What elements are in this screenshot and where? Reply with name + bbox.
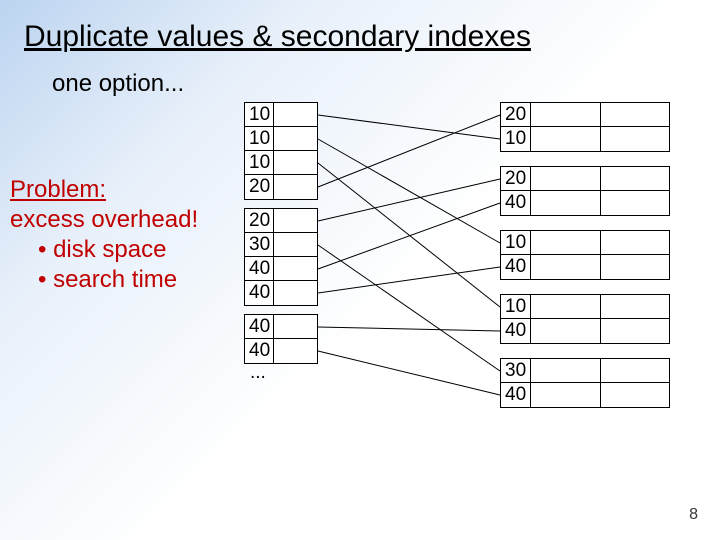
data-row: 40 — [501, 255, 669, 279]
index-cell: 30 — [245, 233, 317, 257]
data-field-1 — [531, 359, 601, 382]
connector-line — [318, 245, 500, 371]
data-key: 40 — [501, 383, 531, 407]
data-field-2 — [601, 103, 669, 126]
index-cell: 40 — [245, 281, 317, 305]
data-block: 1040 — [500, 230, 670, 280]
index-key: 40 — [249, 281, 275, 305]
data-row: 10 — [501, 295, 669, 319]
index-cell: 40 — [245, 257, 317, 281]
data-row: 20 — [501, 103, 669, 127]
data-field-2 — [601, 167, 669, 190]
data-field-2 — [601, 255, 669, 279]
data-row: 40 — [501, 319, 669, 343]
problem-line1: excess overhead! — [10, 205, 198, 235]
data-key: 10 — [501, 295, 531, 318]
data-key: 40 — [501, 191, 531, 215]
data-row: 10 — [501, 231, 669, 255]
problem-bullet-2: • search time — [10, 265, 198, 295]
connector-line — [318, 267, 500, 293]
data-field-1 — [531, 231, 601, 254]
connector-line — [318, 203, 500, 269]
index-key: 10 — [249, 151, 275, 175]
data-key: 10 — [501, 127, 531, 151]
problem-bullet-1: • disk space — [10, 235, 198, 265]
index-key: 40 — [249, 339, 275, 363]
index-pointer-slot — [273, 175, 317, 199]
index-cell: 40 — [245, 315, 317, 339]
index-key: 40 — [249, 257, 275, 281]
data-row: 10 — [501, 127, 669, 151]
data-key: 20 — [501, 167, 531, 190]
data-field-1 — [531, 167, 601, 190]
slide-subtitle: one option... — [52, 70, 184, 98]
index-cell: 10 — [245, 127, 317, 151]
slide-title: Duplicate values & secondary indexes — [24, 20, 531, 54]
connector-line — [318, 351, 500, 395]
data-field-2 — [601, 319, 669, 343]
connector-line — [318, 115, 500, 187]
data-field-1 — [531, 295, 601, 318]
page-number: 8 — [689, 506, 698, 524]
index-key: 30 — [249, 233, 275, 257]
connector-line — [318, 115, 500, 139]
connector-line — [318, 327, 500, 331]
index-cell: 10 — [245, 151, 317, 175]
index-key: 10 — [249, 127, 275, 151]
index-group: 10101020 — [244, 102, 318, 200]
data-field-1 — [531, 383, 601, 407]
index-cell: 20 — [245, 209, 317, 233]
data-field-2 — [601, 231, 669, 254]
connector-line — [318, 139, 500, 243]
index-pointer-slot — [273, 103, 317, 126]
data-block: 2010 — [500, 102, 670, 152]
index-pointer-slot — [273, 127, 317, 150]
index-cell: 40 — [245, 339, 317, 363]
data-block: 1040 — [500, 294, 670, 344]
connector-line — [318, 163, 500, 307]
index-cell: 10 — [245, 103, 317, 127]
data-key: 20 — [501, 103, 531, 126]
data-field-2 — [601, 383, 669, 407]
index-key: 40 — [249, 315, 275, 339]
index-key: 20 — [249, 175, 275, 199]
slide-content: Duplicate values & secondary indexes one… — [0, 0, 720, 540]
index-key: 10 — [249, 103, 275, 127]
data-row: 40 — [501, 191, 669, 215]
index-group: 4040 — [244, 314, 318, 364]
index-pointer-slot — [273, 151, 317, 174]
problem-text: Problem: excess overhead! • disk space •… — [10, 175, 198, 295]
index-pointer-slot — [273, 257, 317, 280]
data-block: 2040 — [500, 166, 670, 216]
data-key: 30 — [501, 359, 531, 382]
data-field-1 — [531, 103, 601, 126]
data-field-2 — [601, 359, 669, 382]
data-field-2 — [601, 127, 669, 151]
problem-heading: Problem: — [10, 176, 106, 203]
data-block: 3040 — [500, 358, 670, 408]
connector-line — [318, 179, 500, 221]
data-key: 10 — [501, 231, 531, 254]
data-key: 40 — [501, 255, 531, 279]
data-field-1 — [531, 127, 601, 151]
data-field-2 — [601, 191, 669, 215]
data-field-1 — [531, 319, 601, 343]
index-ellipsis: ... — [250, 362, 266, 384]
index-pointer-slot — [273, 209, 317, 232]
data-row: 40 — [501, 383, 669, 407]
data-field-1 — [531, 255, 601, 279]
data-field-2 — [601, 295, 669, 318]
data-key: 40 — [501, 319, 531, 343]
index-group: 20304040 — [244, 208, 318, 306]
index-pointer-slot — [273, 233, 317, 256]
data-row: 30 — [501, 359, 669, 383]
index-pointer-slot — [273, 281, 317, 305]
index-key: 20 — [249, 209, 275, 233]
data-field-1 — [531, 191, 601, 215]
index-pointer-slot — [273, 315, 317, 338]
data-row: 20 — [501, 167, 669, 191]
index-cell: 20 — [245, 175, 317, 199]
index-pointer-slot — [273, 339, 317, 363]
